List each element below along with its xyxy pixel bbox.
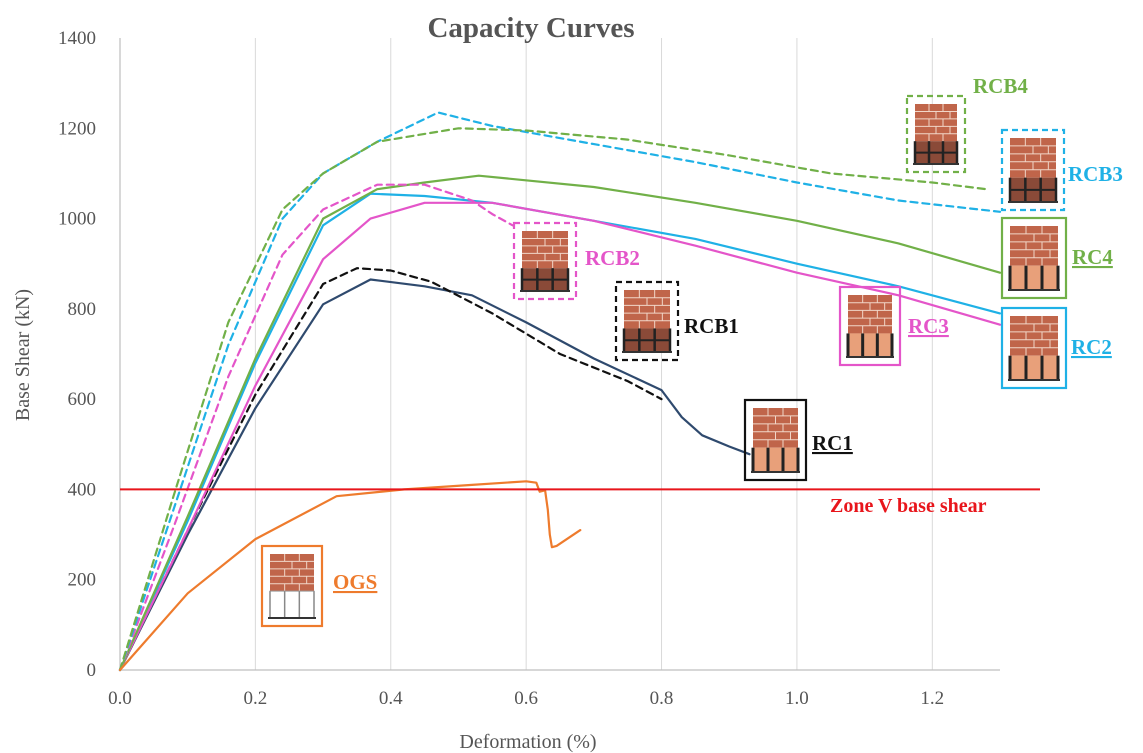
building-icon-rc4 bbox=[1000, 216, 1068, 300]
series-line-rc4 bbox=[118, 174, 1002, 672]
building-icon-rcb2 bbox=[512, 221, 578, 301]
label-rc2: RC2 bbox=[1071, 335, 1112, 359]
series-line-rc1 bbox=[118, 278, 751, 672]
y-tick-label: 600 bbox=[68, 389, 97, 410]
x-tick-label: 0.4 bbox=[379, 688, 403, 709]
series-line-rc2 bbox=[118, 192, 1002, 672]
zone-v-label: Zone V base shear bbox=[830, 495, 987, 517]
x-tick-label: 0.2 bbox=[244, 688, 268, 709]
series-line-rc3 bbox=[118, 201, 1002, 672]
series-line-ogs bbox=[118, 480, 582, 672]
building-icons bbox=[260, 94, 1068, 628]
y-tick-label: 0 bbox=[87, 660, 97, 681]
series-group bbox=[118, 111, 1002, 672]
building-icon-rcb1 bbox=[614, 280, 680, 362]
label-rcb3: RCB3 bbox=[1068, 162, 1123, 186]
series-line-rcb3 bbox=[118, 111, 1002, 672]
building-icon-rc3 bbox=[838, 285, 902, 367]
y-tick-label: 800 bbox=[68, 299, 97, 320]
x-tick-label: 0.6 bbox=[514, 688, 538, 709]
y-tick-label: 1200 bbox=[58, 118, 96, 139]
label-rc1: RC1 bbox=[812, 431, 853, 455]
label-ogs: OGS bbox=[333, 570, 377, 594]
y-tick-label: 1400 bbox=[58, 28, 96, 49]
label-rc4: RC4 bbox=[1072, 245, 1113, 269]
building-icon-rc1 bbox=[743, 398, 808, 482]
y-tick-label: 1000 bbox=[58, 209, 96, 230]
y-tick-label: 400 bbox=[68, 479, 97, 500]
series-line-rcb2 bbox=[118, 183, 514, 672]
series-line-rcb4 bbox=[118, 127, 988, 672]
x-tick-label: 0.0 bbox=[108, 688, 132, 709]
label-rcb1: RCB1 bbox=[684, 314, 739, 338]
label-rc3: RC3 bbox=[908, 314, 949, 338]
x-axis-title: Deformation (%) bbox=[459, 731, 596, 753]
x-tick-label: 0.8 bbox=[650, 688, 674, 709]
building-icon-ogs bbox=[260, 544, 324, 628]
building-icon-rcb4 bbox=[905, 94, 967, 174]
x-tick-label: 1.2 bbox=[920, 688, 944, 709]
y-tick-label: 200 bbox=[68, 570, 97, 591]
series-line-rcb1 bbox=[118, 267, 663, 672]
label-rcb2: RCB2 bbox=[585, 246, 640, 270]
building-icon-rc2 bbox=[1000, 306, 1068, 390]
label-rcb4: RCB4 bbox=[973, 74, 1028, 98]
y-axis-title: Base Shear (kN) bbox=[12, 289, 34, 421]
chart-title: Capacity Curves bbox=[427, 12, 634, 44]
axes: 0.0 0.2 0.4 0.6 0.8 1.0 1.2 0 200 400 600 800 1000 12… bbox=[58, 28, 1000, 709]
building-icon-rcb3 bbox=[1000, 128, 1066, 212]
x-tick-label: 1.0 bbox=[785, 688, 809, 709]
